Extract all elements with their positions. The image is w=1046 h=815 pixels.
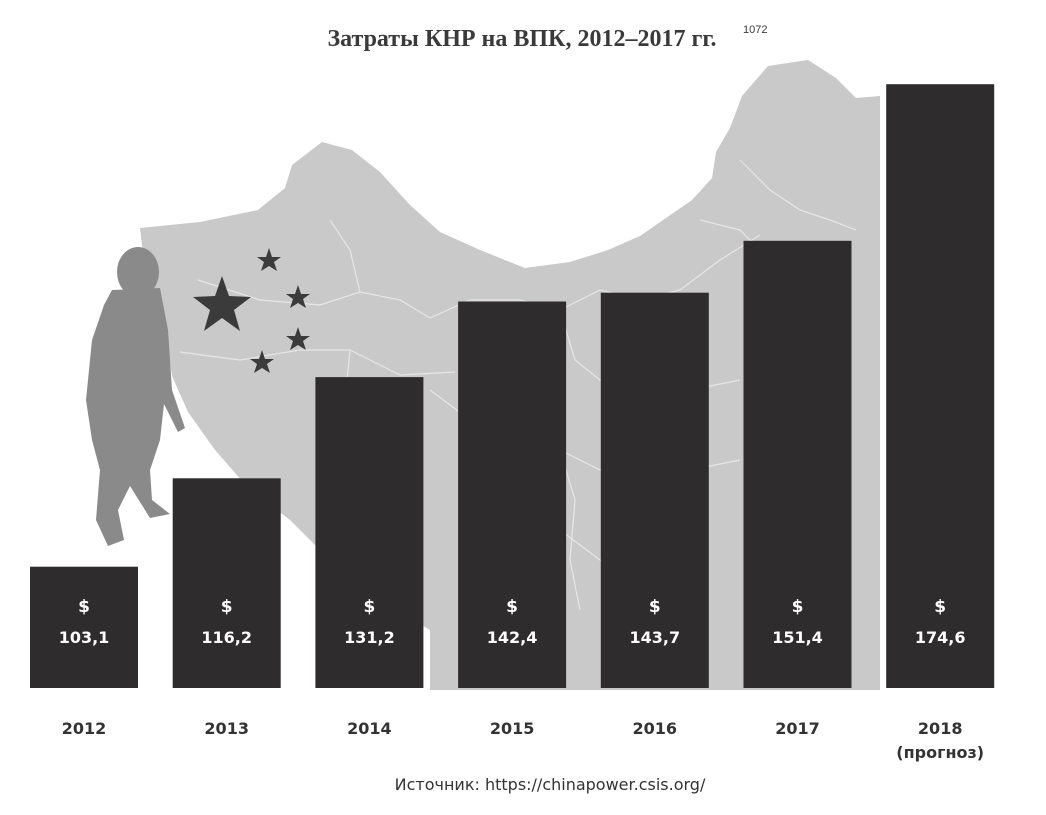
bar-value-label: 103,1 [59,628,110,647]
bar-2014 [315,377,424,688]
bar-value-label: 143,7 [629,628,680,647]
star-icon [257,248,281,271]
x-tick-label: 2012 [62,719,107,738]
bar-value-label: 174,6 [915,628,966,647]
chart-title-superscript: 1072 [743,24,767,36]
bar-value-label: 151,4 [772,628,823,647]
x-tick-label: 2013 [204,719,249,738]
star-icon [193,276,251,331]
bar-2013 [172,478,281,688]
x-tick-label: 2014 [347,719,392,738]
x-tick-label: 2015 [490,719,535,738]
star-icon [286,285,310,308]
bar-currency-label: $ [78,597,90,617]
bar-currency-label: $ [934,597,946,617]
bar-value-label: 116,2 [201,628,252,647]
soldier-silhouette-icon [86,247,185,546]
star-icon [286,327,310,350]
x-axis-ticks: 2012 2013 2014 2015 2016 2017 2018 (прогноз) [62,719,984,762]
bar-currency-label: $ [649,597,661,617]
bar-currency-label: $ [792,597,804,617]
x-tick-label: 2017 [775,719,820,738]
star-icon [250,350,274,373]
bar-2018 [886,84,995,688]
bar-currency-label: $ [363,597,375,617]
bars-layer: $103,1 $116,2 $131,2 $142,4 $143,7 $151,4 $174… [30,84,995,689]
flag-stars [193,248,310,373]
chart-title: Затраты КНР на ВПК, 2012–2017 гг. [327,26,716,52]
bar-2015 [458,301,567,688]
x-tick-note: (прогноз) [896,743,984,762]
bar-currency-label: $ [221,597,233,617]
bar-2016 [600,292,709,688]
bar-value-label: 131,2 [344,628,395,647]
bar-currency-label: $ [506,597,518,617]
bar-2017 [743,240,852,689]
source-note: Источник: https://chinapower.csis.org/ [395,775,706,794]
bar-2012 [30,566,138,688]
x-tick-label: 2016 [633,719,678,738]
bar-value-label: 142,4 [487,628,538,647]
x-tick-label: 2018 [918,719,963,738]
